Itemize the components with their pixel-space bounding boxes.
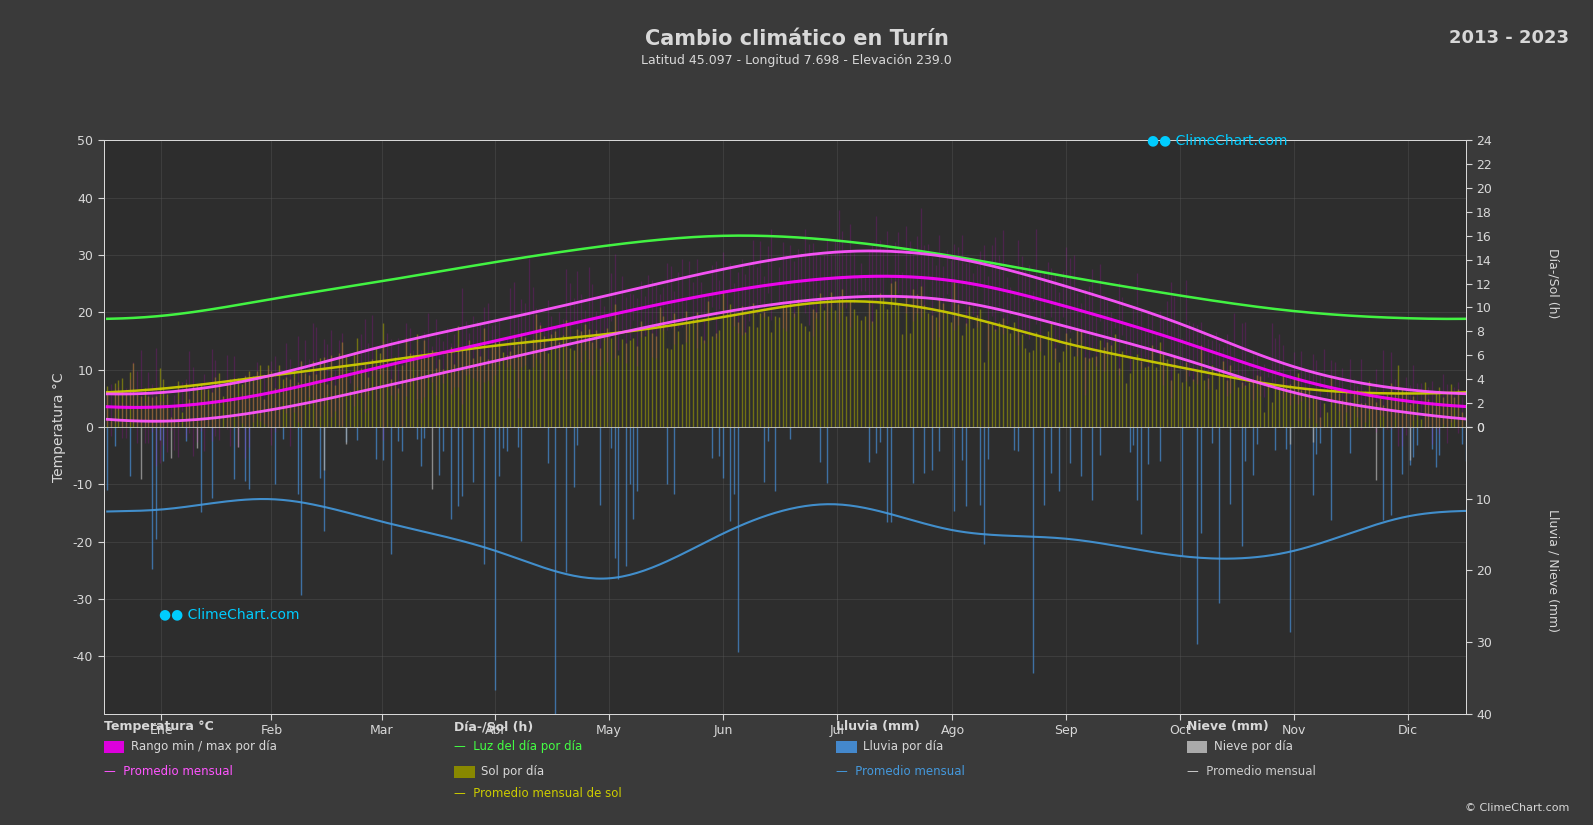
Text: Cambio climático en Turín: Cambio climático en Turín xyxy=(645,29,948,49)
Text: Nieve (mm): Nieve (mm) xyxy=(1187,720,1268,733)
Text: Temperatura °C: Temperatura °C xyxy=(104,720,213,733)
Text: —  Promedio mensual de sol: — Promedio mensual de sol xyxy=(454,787,621,800)
Text: Sol por día: Sol por día xyxy=(481,765,545,778)
Text: Día-/Sol (h): Día-/Sol (h) xyxy=(454,720,534,733)
Text: 2013 - 2023: 2013 - 2023 xyxy=(1450,29,1569,47)
Text: Latitud 45.097 - Longitud 7.698 - Elevación 239.0: Latitud 45.097 - Longitud 7.698 - Elevac… xyxy=(640,54,953,67)
Text: —  Promedio mensual: — Promedio mensual xyxy=(104,765,233,778)
Text: Lluvia por día: Lluvia por día xyxy=(863,740,943,753)
Text: ●● ClimeChart.com: ●● ClimeChart.com xyxy=(1147,134,1287,147)
Text: —  Luz del día por día: — Luz del día por día xyxy=(454,740,583,753)
Text: ●● ClimeChart.com: ●● ClimeChart.com xyxy=(159,608,299,621)
Text: Rango min / max por día: Rango min / max por día xyxy=(131,740,277,753)
Text: Día-/Sol (h): Día-/Sol (h) xyxy=(1547,248,1560,318)
Text: Nieve por día: Nieve por día xyxy=(1214,740,1294,753)
Text: —  Promedio mensual: — Promedio mensual xyxy=(1187,765,1316,778)
Text: —  Promedio mensual: — Promedio mensual xyxy=(836,765,965,778)
Text: Lluvia / Nieve (mm): Lluvia / Nieve (mm) xyxy=(1547,509,1560,632)
Text: © ClimeChart.com: © ClimeChart.com xyxy=(1464,803,1569,813)
Y-axis label: Temperatura °C: Temperatura °C xyxy=(53,372,65,482)
Text: Lluvia (mm): Lluvia (mm) xyxy=(836,720,921,733)
